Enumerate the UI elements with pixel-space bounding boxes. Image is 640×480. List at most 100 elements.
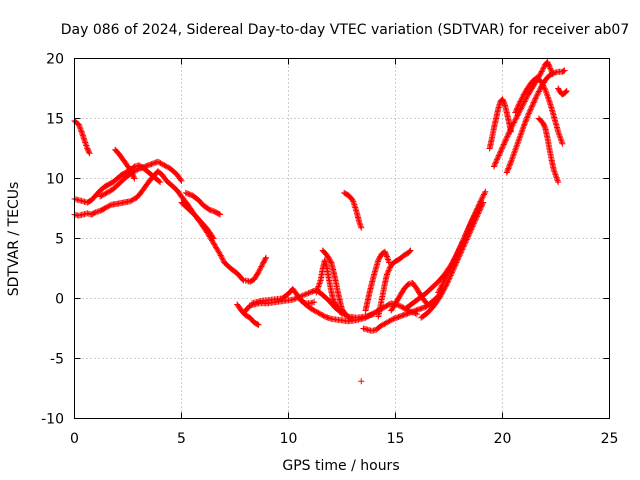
data-point xyxy=(561,67,568,74)
data-point xyxy=(130,168,137,175)
data-point xyxy=(526,109,533,116)
data-point xyxy=(539,67,546,74)
grid xyxy=(74,58,610,419)
data-point xyxy=(562,88,569,95)
series-pass-5 xyxy=(97,158,185,200)
data-point xyxy=(101,191,108,198)
data-point xyxy=(454,249,461,256)
data-point xyxy=(555,179,562,186)
data-point xyxy=(338,309,345,316)
data-point xyxy=(523,115,530,122)
data-point xyxy=(128,197,135,204)
series-pass-14 xyxy=(313,257,345,318)
y-tick-label: 0 xyxy=(55,292,64,308)
data-point xyxy=(389,316,396,323)
data-point xyxy=(453,251,460,258)
data-point xyxy=(518,97,525,104)
data-point xyxy=(448,262,455,269)
data-point xyxy=(513,115,520,122)
data-point xyxy=(514,104,521,111)
data-point xyxy=(505,164,512,171)
data-point xyxy=(480,192,487,199)
data-point xyxy=(154,158,161,165)
data-point xyxy=(532,95,539,102)
data-point xyxy=(468,219,475,226)
data-point xyxy=(546,63,553,70)
data-point xyxy=(541,123,548,130)
data-point xyxy=(386,266,393,273)
data-point xyxy=(319,312,326,319)
data-point xyxy=(462,231,469,238)
data-point xyxy=(85,149,92,156)
data-point xyxy=(107,187,114,194)
series-pass-15 xyxy=(341,189,365,231)
data-point xyxy=(327,258,334,265)
data-point xyxy=(493,156,500,163)
data-point xyxy=(436,286,443,293)
data-point xyxy=(521,121,528,128)
data-point xyxy=(387,317,394,324)
data-point xyxy=(383,252,390,259)
data-point xyxy=(497,148,504,155)
data-point xyxy=(239,276,246,283)
data-point xyxy=(289,296,296,303)
data-point xyxy=(490,163,497,170)
series-pass-2 xyxy=(71,168,247,284)
data-point xyxy=(538,79,545,86)
data-point xyxy=(505,165,512,172)
data-point xyxy=(130,174,137,181)
data-point xyxy=(460,236,467,243)
series-pass-16 xyxy=(358,378,365,385)
data-point xyxy=(540,64,547,71)
data-point xyxy=(533,94,540,101)
data-point xyxy=(462,232,469,239)
data-point xyxy=(443,274,450,281)
data-point xyxy=(528,103,535,110)
data-point xyxy=(502,137,509,144)
data-point xyxy=(512,109,519,116)
data-point xyxy=(513,106,520,113)
data-point xyxy=(458,240,465,247)
data-point xyxy=(385,267,392,274)
data-point xyxy=(491,162,498,169)
data-point xyxy=(481,190,488,197)
series-pass-9 xyxy=(242,254,270,285)
data-point xyxy=(449,261,456,268)
data-point xyxy=(454,250,461,257)
data-point xyxy=(538,78,545,85)
data-point xyxy=(439,281,446,288)
data-point xyxy=(215,210,222,217)
data-point xyxy=(383,319,390,326)
data-point xyxy=(513,113,520,120)
data-point xyxy=(503,134,510,141)
data-point xyxy=(358,378,365,385)
data-point xyxy=(535,88,542,95)
data-point xyxy=(347,315,354,322)
data-point xyxy=(384,270,391,277)
data-point xyxy=(452,254,459,261)
data-point xyxy=(461,234,468,241)
data-point xyxy=(533,92,540,99)
data-point xyxy=(514,105,521,112)
data-point xyxy=(320,312,327,319)
data-point xyxy=(315,309,322,316)
data-point xyxy=(263,254,270,261)
data-point xyxy=(105,203,112,210)
data-point xyxy=(254,270,261,277)
data-point xyxy=(256,267,263,274)
data-point xyxy=(156,178,163,185)
data-point xyxy=(507,126,514,133)
data-point xyxy=(310,307,317,314)
data-point xyxy=(76,124,83,131)
data-point xyxy=(478,195,485,202)
data-point xyxy=(499,144,506,151)
data-point xyxy=(518,95,525,102)
data-point xyxy=(406,248,413,255)
data-point xyxy=(456,246,463,253)
data-point xyxy=(435,289,442,296)
series-pass-28 xyxy=(535,115,562,186)
x-tick-label: 15 xyxy=(387,431,405,447)
data-point xyxy=(541,85,548,92)
data-point xyxy=(538,69,545,76)
